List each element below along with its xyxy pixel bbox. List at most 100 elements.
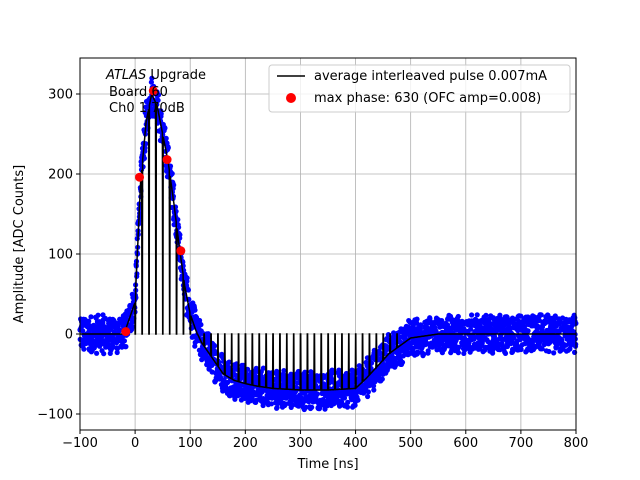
sample-point: [456, 344, 462, 350]
sample-point: [525, 328, 531, 334]
y-tick-label: 200: [48, 168, 73, 183]
sample-point: [209, 369, 215, 375]
max-phase-point: [121, 327, 131, 337]
sample-point: [232, 396, 238, 402]
sample-point: [343, 370, 349, 377]
y-tick-label: 300: [48, 88, 73, 103]
sample-point: [455, 350, 461, 356]
max-phase-point: [176, 246, 186, 256]
sample-point: [344, 404, 351, 410]
sample-point: [185, 287, 191, 293]
sample-point: [469, 312, 475, 318]
max-phase-point: [148, 86, 158, 96]
annotation-line-3: Ch0 1 70dB: [109, 101, 185, 116]
x-tick-label: 600: [453, 436, 478, 451]
x-tick-label: 500: [398, 436, 423, 451]
sample-point: [123, 344, 129, 350]
sample-point: [124, 316, 130, 322]
sample-point: [101, 351, 107, 357]
sample-point: [418, 322, 424, 328]
sample-point: [415, 349, 421, 355]
sample-point: [169, 171, 175, 177]
x-axis-label: Time [ns]: [296, 457, 358, 472]
sample-point: [162, 125, 168, 131]
x-tick-label: 200: [233, 436, 258, 451]
annotation-line-2: Board 60: [109, 85, 168, 100]
sample-point: [324, 403, 331, 409]
sample-point: [425, 348, 431, 354]
average-pulse-line: [80, 91, 576, 391]
sample-point: [165, 145, 171, 151]
sample-point: [114, 349, 120, 356]
sample-point: [130, 324, 136, 330]
sample-point: [371, 383, 377, 389]
sample-point: [455, 313, 461, 320]
sample-point: [417, 326, 423, 332]
x-tick-label: 700: [508, 436, 533, 451]
sample-point: [309, 404, 315, 410]
y-tick-label: 100: [48, 248, 73, 263]
sample-point: [274, 404, 280, 411]
legend-label-average: average interleaved pulse 0.007mA: [314, 69, 547, 84]
x-tick-label: 800: [564, 436, 589, 451]
y-tick-label: −100: [37, 408, 73, 423]
sample-point: [474, 312, 480, 318]
sample-point: [155, 92, 162, 98]
sample-point: [377, 350, 383, 356]
sample-point: [399, 359, 406, 365]
sample-point: [88, 314, 94, 320]
sample-point: [341, 395, 348, 401]
sample-point: [158, 111, 164, 117]
sample-point: [379, 376, 385, 382]
legend-box: [268, 64, 571, 113]
y-tick-label: 0: [65, 328, 73, 343]
x-tick-label: 0: [131, 436, 139, 451]
sample-point: [314, 391, 320, 397]
legend: average interleaved pulse 0.007mA max ph…: [268, 64, 571, 113]
y-axis-label: Amplitude [ADC Counts]: [12, 165, 27, 323]
sample-point: [198, 322, 204, 328]
sample-point: [546, 348, 552, 355]
sample-point: [155, 97, 161, 103]
legend-label-max-phase: max phase: 630 (OFC amp=0.008): [314, 91, 541, 106]
sample-point: [121, 338, 127, 344]
x-tick-label: 300: [288, 436, 313, 451]
sample-point: [95, 312, 101, 318]
sample-point: [226, 359, 232, 365]
sample-point: [249, 395, 255, 401]
axis-ticks: −100 0 100 200 300 400 500 600 700 800 −100 0 100 200…: [37, 88, 588, 452]
sample-point: [439, 318, 445, 324]
sample-point: [390, 344, 396, 350]
sample-point: [371, 387, 377, 393]
sample-point: [281, 368, 287, 374]
sample-point: [192, 307, 198, 313]
sample-point: [260, 365, 266, 371]
annotation: ATLAS Upgrade Board 60 Ch0 1 70dB: [105, 68, 206, 116]
sample-point: [289, 402, 295, 408]
sample-point: [80, 328, 86, 334]
sample-point: [532, 314, 538, 320]
max-phase-point: [135, 172, 145, 182]
sample-point: [468, 326, 474, 332]
sample-point: [171, 182, 177, 188]
sample-point: [345, 399, 351, 405]
sample-point: [483, 312, 489, 318]
legend-marker-swatch: [286, 93, 296, 103]
sample-point: [539, 346, 545, 352]
sample-point: [365, 393, 371, 400]
sample-point: [148, 79, 154, 85]
sample-point: [538, 312, 544, 318]
average-pulse-series: [80, 91, 576, 391]
x-tick-label: 400: [343, 436, 368, 451]
sample-point: [518, 346, 524, 353]
sample-point: [205, 334, 212, 340]
sample-point: [184, 275, 190, 281]
annotation-atlas: ATLAS: [105, 68, 146, 83]
sample-point: [552, 313, 558, 319]
sample-point: [551, 350, 557, 356]
sample-point: [283, 401, 289, 407]
sample-point: [303, 404, 309, 410]
sample-point: [205, 331, 211, 337]
sample-point: [355, 397, 361, 403]
